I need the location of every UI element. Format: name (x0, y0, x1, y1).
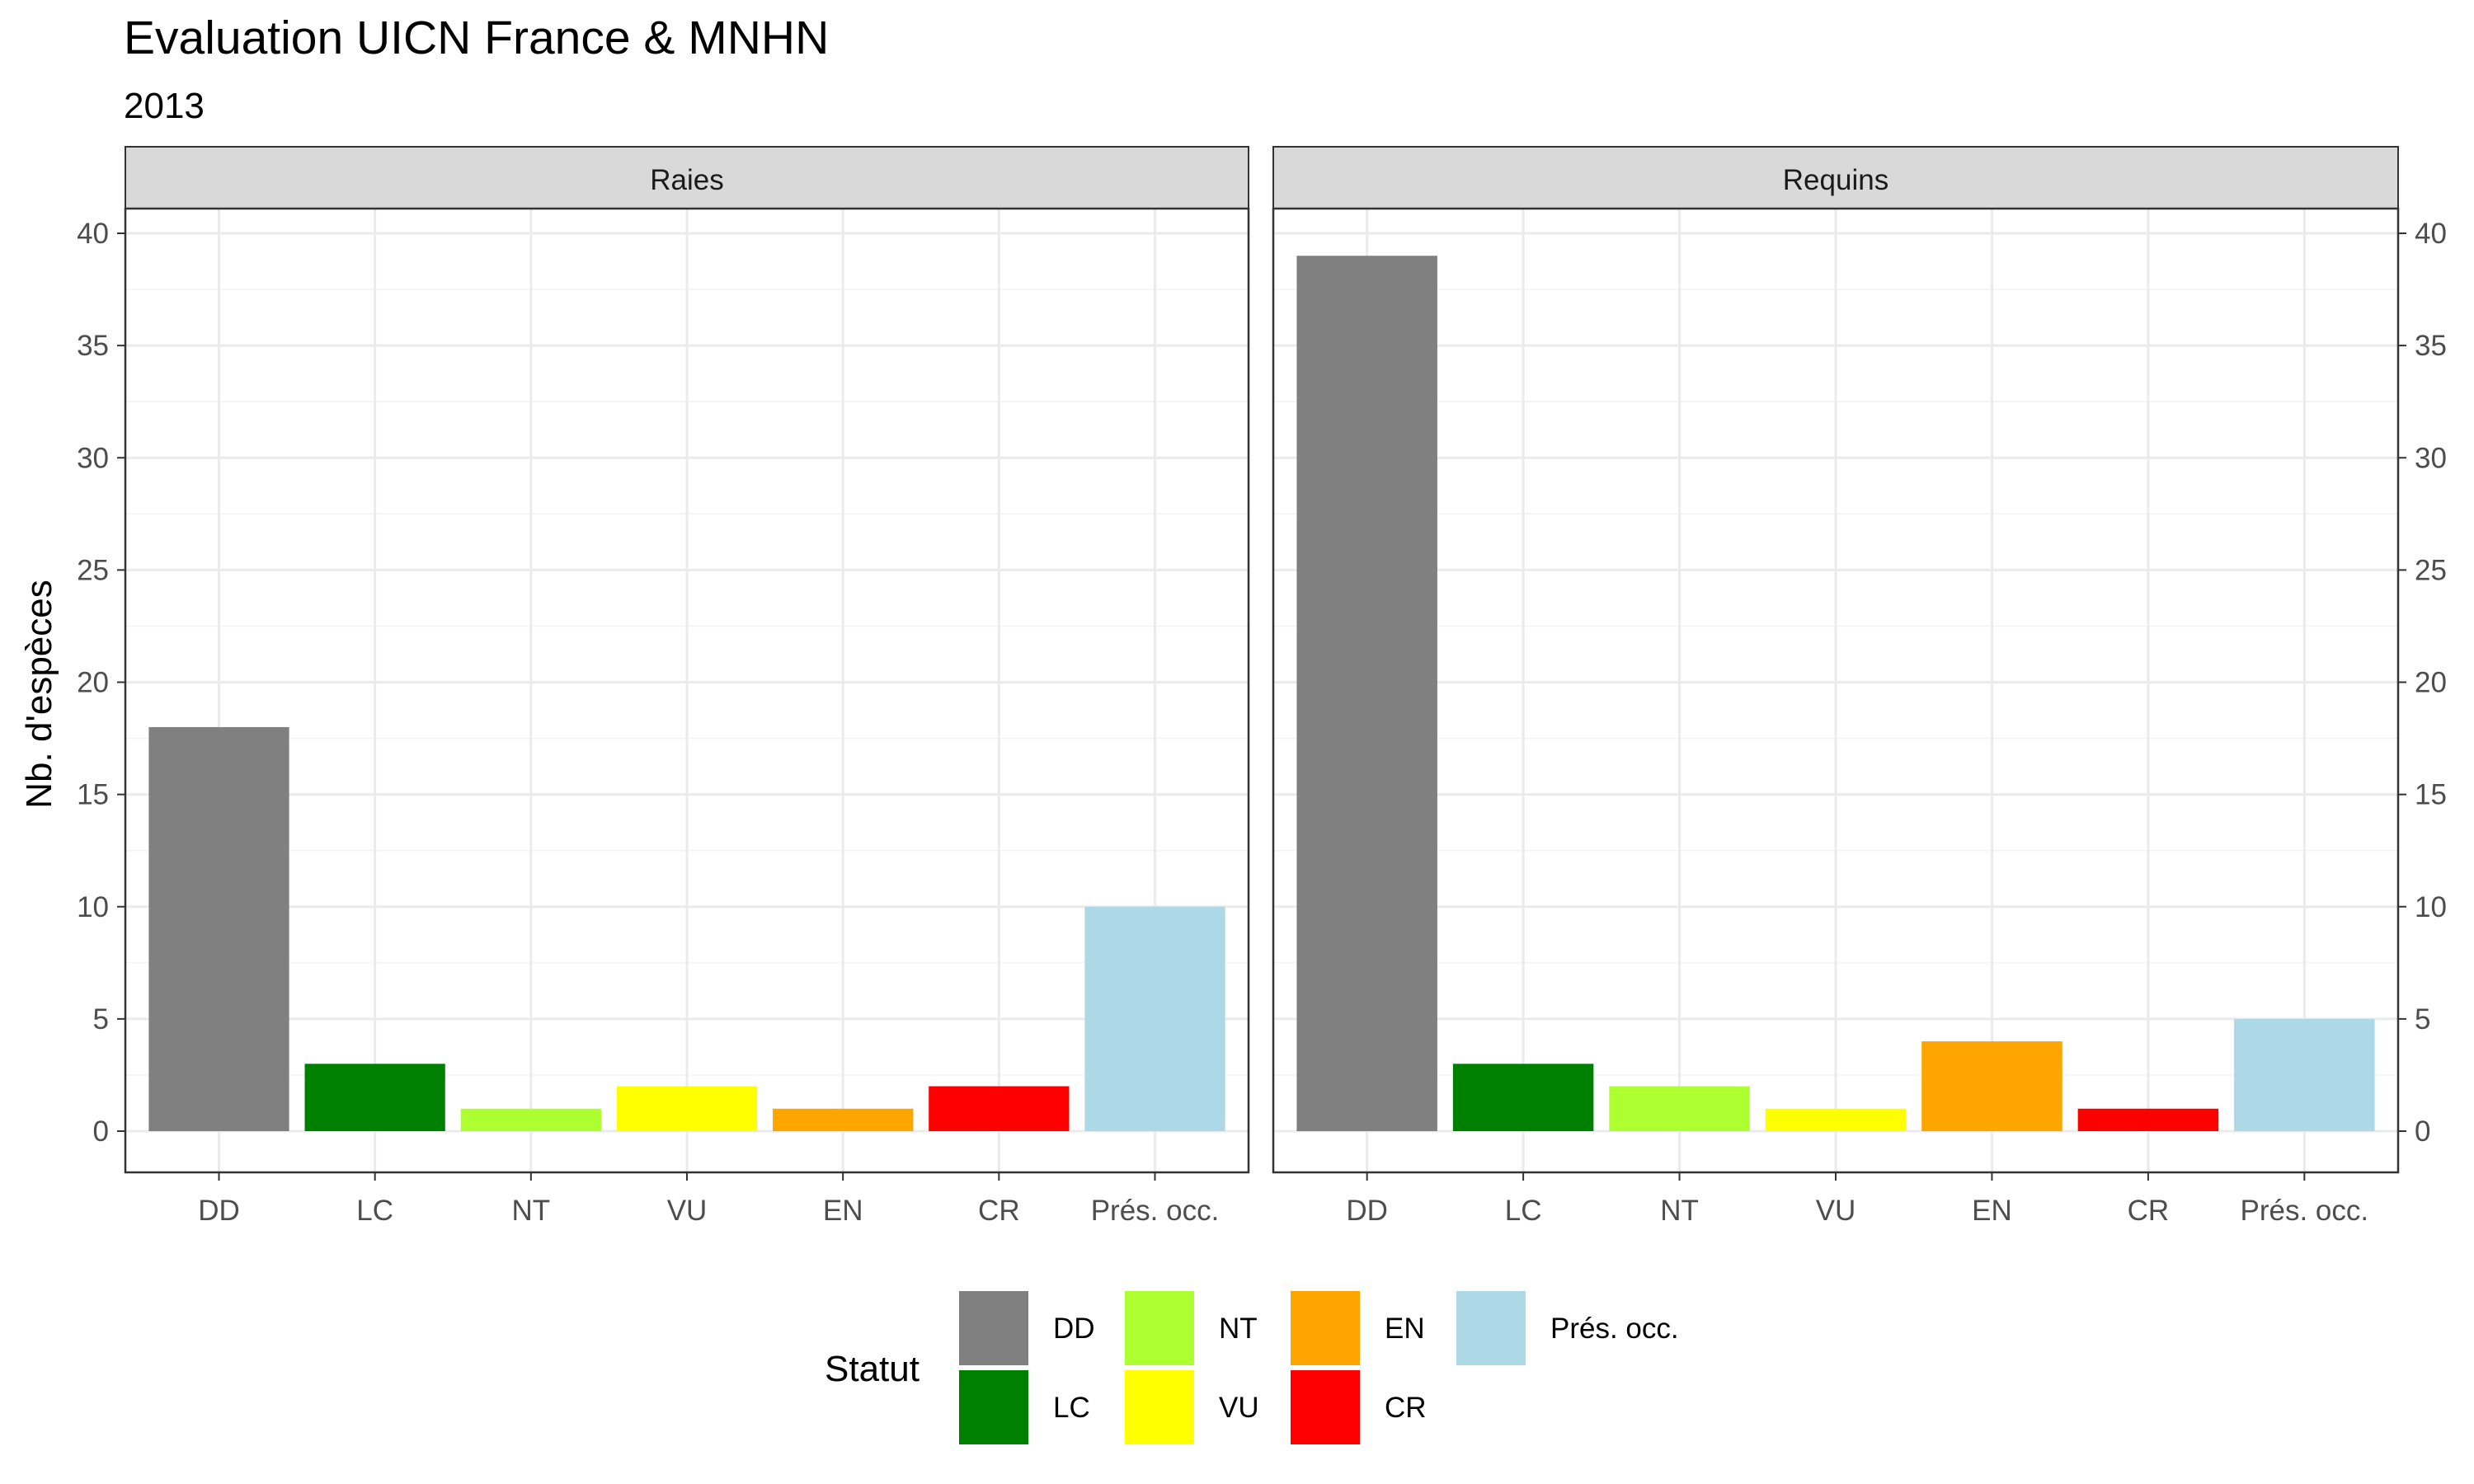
legend-key (1291, 1370, 1360, 1444)
legend-item-0: DD (959, 1291, 1095, 1365)
x-tick-label: LC (1505, 1195, 1542, 1227)
x-tick-label: NT (512, 1195, 551, 1227)
y-tick-label: 20 (77, 667, 109, 699)
legend-key (959, 1291, 1028, 1365)
legend-item-2: NT (1125, 1291, 1258, 1365)
y-tick-label: 10 (2415, 891, 2447, 923)
x-tick-label: DD (1346, 1195, 1388, 1227)
y-tick-label: 25 (2415, 554, 2447, 586)
y-tick-label: 0 (2415, 1115, 2430, 1148)
facet-strip (125, 146, 1249, 209)
x-tick-label: NT (1660, 1195, 1699, 1227)
y-tick-label: 25 (77, 554, 109, 586)
bar-requins-2 (1609, 1086, 1750, 1131)
legend-label: LC (1053, 1392, 1090, 1424)
x-tick-label: VU (667, 1195, 708, 1227)
bar-raies-6 (1084, 906, 1225, 1131)
bar-raies-0 (148, 726, 289, 1131)
bar-raies-1 (304, 1064, 445, 1131)
bar-requins-0 (1296, 256, 1437, 1132)
y-tick-label: 10 (77, 891, 109, 923)
y-tick-label: 20 (2415, 667, 2447, 699)
y-tick-label: 35 (77, 330, 109, 362)
x-tick-label: CR (2128, 1195, 2170, 1227)
legend-label: Prés. occ. (1550, 1313, 1679, 1345)
legend-item-1: LC (959, 1370, 1090, 1444)
bar-requins-5 (2077, 1108, 2219, 1131)
y-tick-label: 40 (77, 218, 109, 250)
x-tick-label: EN (823, 1195, 863, 1227)
y-tick-label: 30 (2415, 442, 2447, 474)
bar-raies-4 (773, 1108, 914, 1131)
legend-key (959, 1370, 1028, 1444)
x-tick-label: EN (1972, 1195, 2012, 1227)
x-tick-label: VU (1816, 1195, 1856, 1227)
legend-key (1125, 1291, 1194, 1365)
y-tick-label: 40 (2415, 218, 2447, 250)
y-tick-label: 35 (2415, 330, 2447, 362)
chart-subtitle: 2013 (124, 86, 205, 126)
y-tick-label: 5 (93, 1003, 109, 1036)
chart-title: Evaluation UICN France & MNHN (124, 12, 829, 64)
legend-label: VU (1219, 1392, 1259, 1424)
bar-raies-5 (929, 1086, 1070, 1131)
bar-requins-3 (1765, 1108, 1907, 1131)
x-tick-label: LC (356, 1195, 393, 1227)
legend-item-6: Prés. occ. (1456, 1291, 1679, 1365)
legend-item-3: VU (1125, 1370, 1259, 1444)
panel-raies: Raies DD LC NT VU EN CR Prés. occ. 0 5 10 15 20 25 30 3… (77, 146, 1250, 1227)
y-tick-label: 15 (77, 779, 109, 811)
legend-key (1291, 1291, 1360, 1365)
legend-key (1125, 1370, 1194, 1444)
y-axis-title: Nb. d'espèces (19, 580, 59, 808)
x-tick-label: Prés. occ. (1091, 1195, 1220, 1227)
bar-raies-2 (460, 1108, 601, 1131)
legend-item-5: CR (1291, 1370, 1427, 1444)
y-tick-label: 5 (2415, 1003, 2430, 1036)
legend-label: NT (1219, 1313, 1258, 1345)
y-tick-label: 15 (2415, 779, 2447, 811)
panels: Raies DD LC NT VU EN CR Prés. occ. 0 5 10 15 20 25 30 3… (77, 146, 2447, 1227)
facet-strip-label: Raies (650, 164, 723, 196)
legend-label: EN (1385, 1313, 1425, 1345)
facet-strip-label: Requins (1783, 164, 1888, 196)
bar-requins-6 (2234, 1018, 2375, 1131)
bar-requins-1 (1452, 1064, 1594, 1131)
legend-label: DD (1053, 1313, 1095, 1345)
y-tick-label: 0 (93, 1115, 109, 1148)
bar-raies-3 (616, 1086, 758, 1131)
panel-requins: Requins DD LC NT VU EN CR Prés. occ. 0 5 10 15 20 25 3… (1272, 146, 2447, 1227)
y-tick-label: 30 (77, 442, 109, 474)
legend-item-4: EN (1291, 1291, 1425, 1365)
legend-key (1456, 1291, 1526, 1365)
x-tick-label: CR (978, 1195, 1020, 1227)
legend: Statut DD LC NT VU EN CR Prés. occ. (825, 1291, 1679, 1444)
legend-title: Statut (825, 1349, 920, 1389)
x-tick-label: DD (198, 1195, 240, 1227)
x-tick-label: Prés. occ. (2241, 1195, 2369, 1227)
legend-label: CR (1385, 1392, 1427, 1424)
bar-requins-4 (1921, 1041, 2062, 1131)
